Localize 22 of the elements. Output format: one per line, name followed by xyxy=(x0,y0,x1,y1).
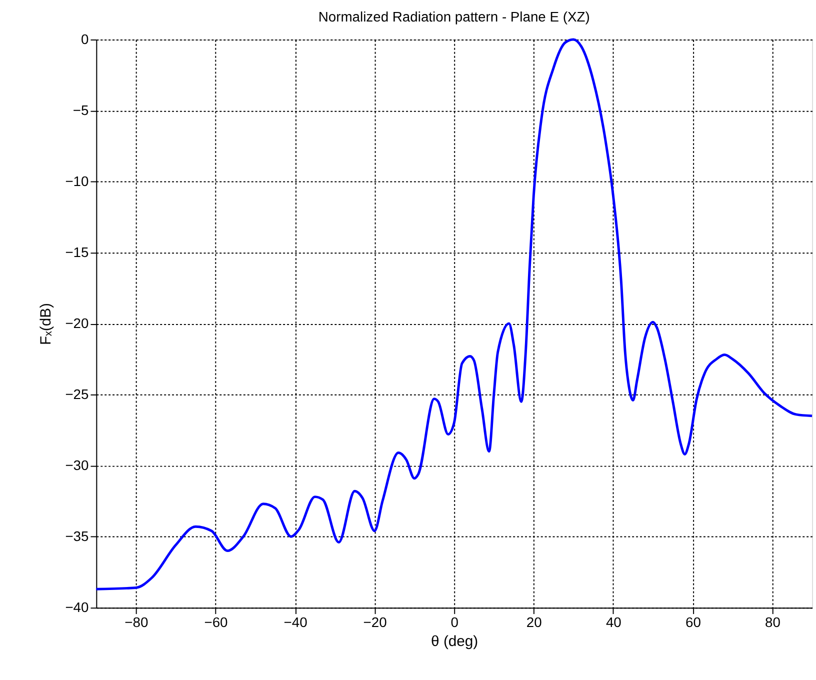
y-tick-label: 0 xyxy=(81,30,90,47)
x-tick-label: 80 xyxy=(765,614,781,630)
line-series xyxy=(94,38,814,590)
x-tick-label: −40 xyxy=(284,614,308,630)
x-tick-label: −80 xyxy=(124,614,148,630)
x-tick-label: −60 xyxy=(204,614,228,630)
y-axis-title: Fₓ(dB) xyxy=(38,302,54,346)
y-tick-label: −20 xyxy=(65,314,90,331)
y-tick-label: −40 xyxy=(65,599,90,616)
y-tick-label: −35 xyxy=(65,528,90,544)
chart-title: Normalized Radiation pattern - Plane E (XZ) xyxy=(318,8,590,25)
y-tick-label: −10 xyxy=(65,172,90,189)
x-tick-label: 40 xyxy=(606,614,622,630)
y-tick-label: −30 xyxy=(65,457,90,474)
x-tick-label: −20 xyxy=(363,614,388,630)
y-tick-label: −25 xyxy=(65,386,90,402)
x-axis-title: θ (deg) xyxy=(431,634,478,650)
x-tick-label: 20 xyxy=(526,614,542,630)
x-tick-label: 0 xyxy=(450,614,459,630)
y-tick-label: −15 xyxy=(65,244,90,260)
x-tick-label: 60 xyxy=(686,614,702,630)
y-tick-label: −5 xyxy=(72,102,90,118)
